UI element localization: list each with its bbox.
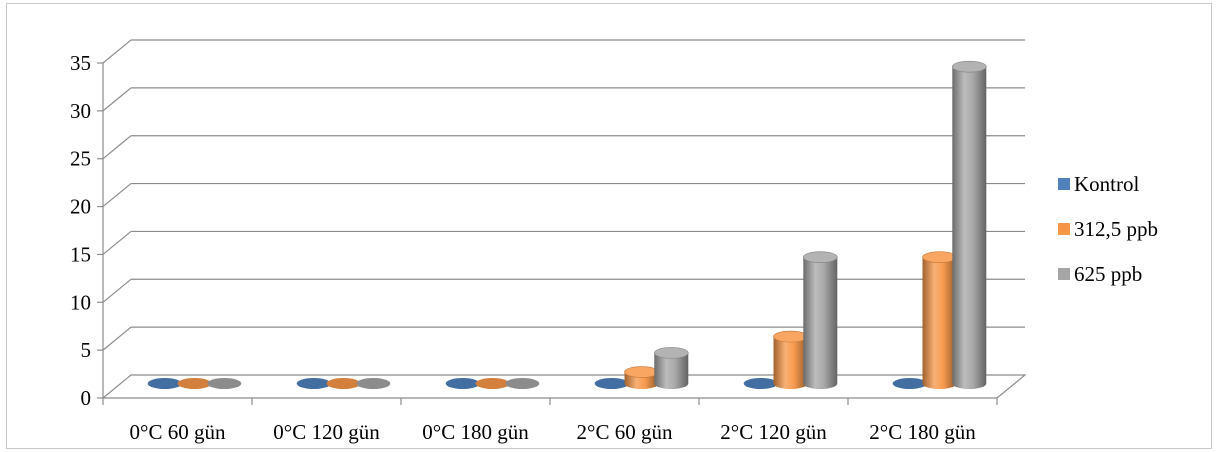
legend-item: Kontrol <box>1058 172 1139 196</box>
bar-top <box>207 378 242 389</box>
bar-kontrol <box>147 378 182 389</box>
y-tick-label: 15 <box>70 242 91 266</box>
bar-312-5-ppb <box>177 378 212 389</box>
bar-625-ppb <box>951 60 987 389</box>
legend-item: 625 ppb <box>1058 262 1142 286</box>
bar-kontrol <box>594 378 629 389</box>
bar-top <box>594 378 629 389</box>
y-tick-label: 30 <box>70 99 91 123</box>
category-label: 0°C 180 gün <box>422 420 529 444</box>
legend-item: 312,5 ppb <box>1058 217 1158 241</box>
x-axis-categories: 0°C 60 gün 0°C 120 gün 0°C 180 gün 2°C 60 g… <box>130 420 977 444</box>
bar-625-ppb <box>356 378 391 389</box>
category-label: 2°C 180 gün <box>869 420 976 444</box>
gridline-side <box>102 326 132 351</box>
bar-kontrol <box>892 378 927 389</box>
bar-top <box>802 251 838 263</box>
bar-312-5-ppb <box>773 330 808 389</box>
bar-312-5-ppb <box>624 366 659 389</box>
bar-top <box>356 378 391 389</box>
bar-top <box>505 378 540 389</box>
bar-body <box>803 257 838 389</box>
y-tick-label: 5 <box>81 338 92 362</box>
y-tick-label: 20 <box>70 195 91 219</box>
bar-top <box>177 378 212 389</box>
y-tick-label: 10 <box>70 290 91 314</box>
chart-walls <box>101 39 1027 399</box>
legend-swatch <box>1058 178 1070 190</box>
bar-top <box>624 366 659 378</box>
y-tick-label: 25 <box>70 147 91 171</box>
category-label: 2°C 60 gün <box>577 420 673 444</box>
bar-top <box>445 378 480 389</box>
legend-swatch <box>1058 268 1070 280</box>
gridline-side <box>102 135 132 160</box>
bar-top <box>296 378 331 389</box>
category-label: 2°C 120 gün <box>720 420 827 444</box>
chart-floor <box>101 374 1027 399</box>
legend-label: 312,5 ppb <box>1074 217 1158 241</box>
legend: Kontrol 312,5 ppb 625 ppb <box>1058 172 1158 286</box>
bar-625-ppb <box>505 378 540 389</box>
gridline-side <box>102 278 132 303</box>
bar-body <box>952 66 987 389</box>
bar-top <box>475 378 510 389</box>
bar-625-ppb <box>653 347 689 389</box>
bar-kontrol <box>296 378 331 389</box>
bar-top <box>892 378 927 389</box>
category-label: 0°C 120 gün <box>273 420 380 444</box>
bar-kontrol <box>743 378 778 389</box>
bar-312-5-ppb <box>326 378 361 389</box>
bar-top <box>326 378 361 389</box>
bar-312-5-ppb <box>922 251 957 389</box>
y-tick-label: 0 <box>81 386 92 410</box>
y-tick-label: 35 <box>70 51 91 75</box>
bar-body <box>922 257 957 389</box>
legend-label: Kontrol <box>1074 172 1139 196</box>
bar-312-5-ppb <box>475 378 510 389</box>
bar-top <box>653 347 689 359</box>
bar-body <box>773 336 808 389</box>
bar-top <box>922 251 957 263</box>
bar-top <box>147 378 182 389</box>
bar-625-ppb <box>207 378 242 389</box>
bar-top <box>743 378 778 389</box>
chart-bars <box>147 60 987 389</box>
gridline-side <box>102 87 132 112</box>
legend-swatch <box>1058 223 1070 235</box>
category-label: 0°C 60 gün <box>130 420 226 444</box>
legend-label: 625 ppb <box>1074 262 1142 286</box>
gridline-side <box>102 230 132 255</box>
bar-kontrol <box>445 378 480 389</box>
bar-body <box>654 352 689 389</box>
bar-top <box>773 330 808 343</box>
bar-625-ppb <box>802 251 838 389</box>
bar-top <box>951 60 987 73</box>
y-axis-ticks: 0 5 10 15 20 25 30 35 <box>70 51 998 410</box>
gridline-side <box>102 183 132 208</box>
gridline-side <box>102 39 132 64</box>
